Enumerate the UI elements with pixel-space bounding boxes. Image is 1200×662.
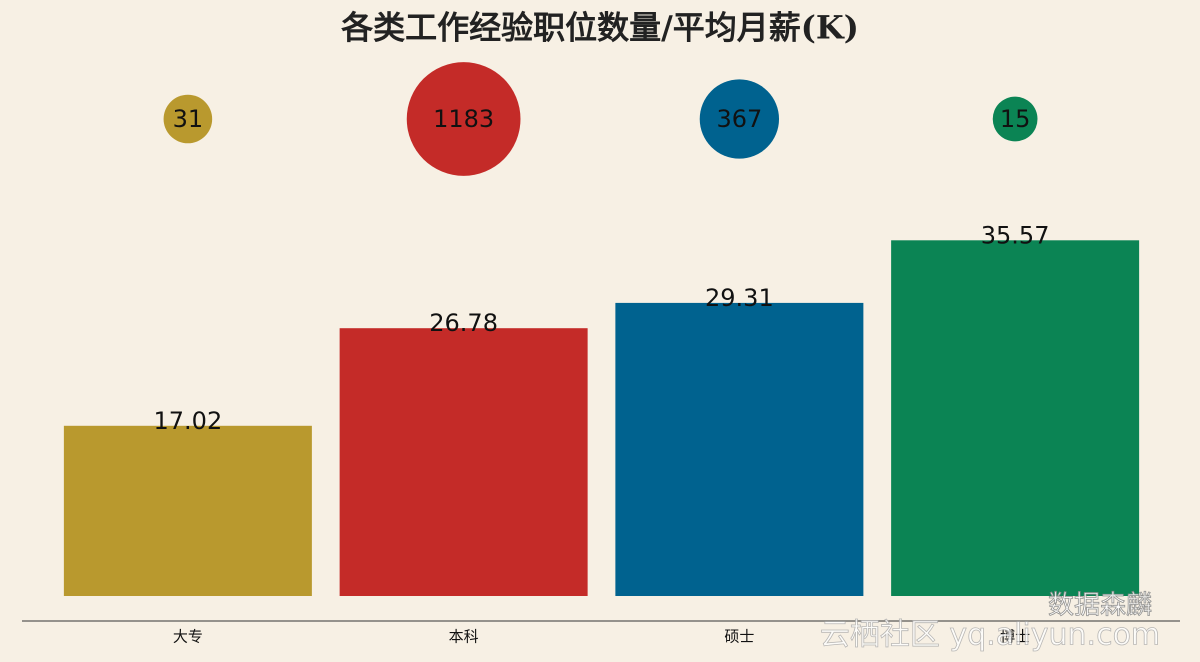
- value-label: 35.57: [981, 221, 1050, 249]
- x-tick-label: 本科: [449, 628, 479, 646]
- bar: [63, 425, 312, 596]
- watermark: 数据森麟: [1048, 591, 1152, 621]
- x-tick-label: 大专: [173, 628, 203, 646]
- x-tick-label: 硕士: [724, 628, 754, 646]
- bubble-label: 367: [716, 105, 762, 133]
- watermark: 云栖社区 yq.aliyun.com: [820, 618, 1160, 653]
- bubble: [992, 96, 1038, 142]
- bar: [339, 328, 588, 596]
- chart-title: 各类工作经验职位数量/平均月薪(K): [341, 9, 859, 47]
- value-label: 26.78: [429, 309, 498, 337]
- bar: [615, 302, 864, 596]
- value-label: 17.02: [154, 407, 223, 435]
- bubble: [163, 94, 213, 144]
- bubble: [699, 79, 780, 159]
- bubble-label: 1183: [433, 105, 494, 133]
- bubble-label: 31: [173, 105, 204, 133]
- bubble: [406, 62, 521, 176]
- value-label: 29.31: [705, 284, 774, 312]
- x-tick-label: 博士: [1000, 628, 1030, 646]
- bubble-label: 15: [1000, 105, 1031, 133]
- bar: [891, 240, 1140, 597]
